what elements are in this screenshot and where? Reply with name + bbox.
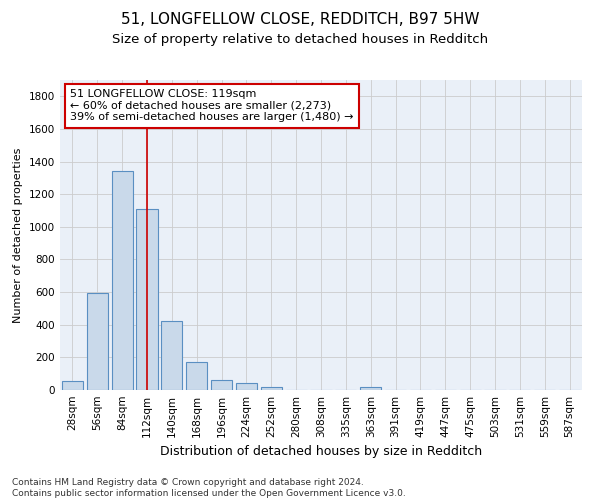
Bar: [211, 380, 232, 390]
Bar: [87, 293, 108, 390]
Y-axis label: Number of detached properties: Number of detached properties: [13, 148, 23, 322]
Bar: [360, 386, 381, 390]
Text: 51 LONGFELLOW CLOSE: 119sqm
← 60% of detached houses are smaller (2,273)
39% of : 51 LONGFELLOW CLOSE: 119sqm ← 60% of det…: [70, 90, 354, 122]
X-axis label: Distribution of detached houses by size in Redditch: Distribution of detached houses by size …: [160, 446, 482, 458]
Bar: [261, 386, 282, 390]
Bar: [112, 172, 133, 390]
Bar: [62, 381, 83, 390]
Bar: [186, 362, 207, 390]
Text: Size of property relative to detached houses in Redditch: Size of property relative to detached ho…: [112, 32, 488, 46]
Text: Contains HM Land Registry data © Crown copyright and database right 2024.
Contai: Contains HM Land Registry data © Crown c…: [12, 478, 406, 498]
Bar: [236, 384, 257, 390]
Bar: [161, 320, 182, 390]
Bar: [136, 209, 158, 390]
Text: 51, LONGFELLOW CLOSE, REDDITCH, B97 5HW: 51, LONGFELLOW CLOSE, REDDITCH, B97 5HW: [121, 12, 479, 28]
